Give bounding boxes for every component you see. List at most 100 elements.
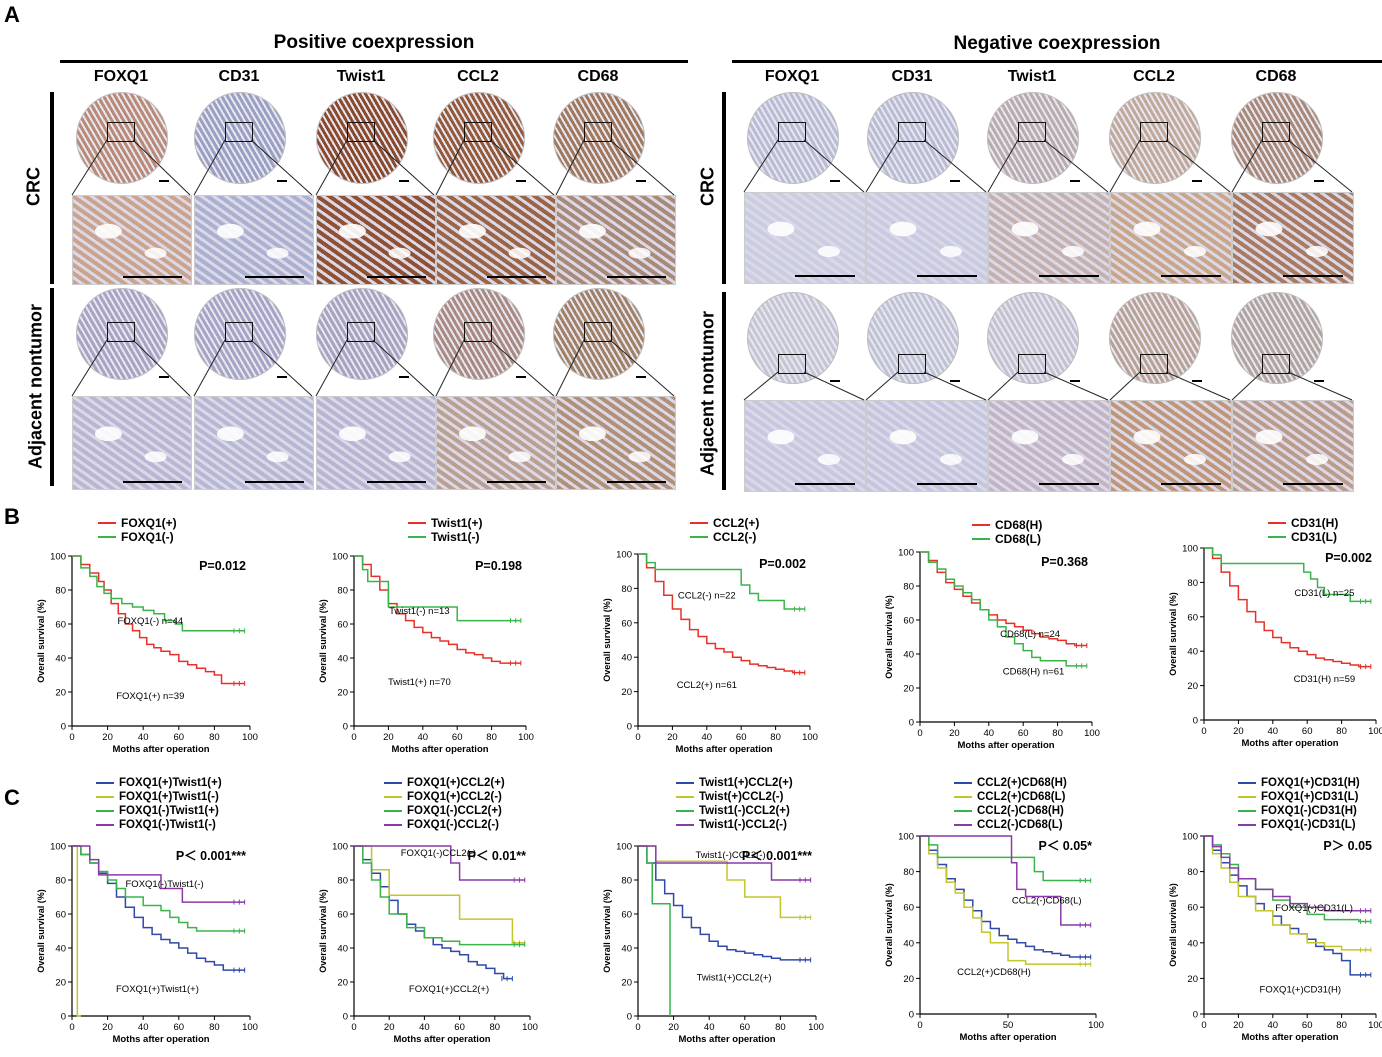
tissue-core-neg-adj-2 <box>987 292 1079 384</box>
zoom-connector-line <box>1287 371 1353 401</box>
legend-swatch <box>1238 810 1256 812</box>
zoom-region-box <box>225 322 253 342</box>
survival-curve-0 <box>72 845 245 971</box>
p-value: P=0.198 <box>475 559 522 573</box>
tissue-closeup-pos-adj-0 <box>72 396 192 490</box>
legend-label: CD68(L) <box>995 532 1042 546</box>
zoom-region-box <box>778 354 806 374</box>
y-tick-label: 20 <box>1187 681 1198 692</box>
row-bar-neg-adj <box>722 292 726 490</box>
km-plot-svg: 0 20 40 60 80 100 0 20 40 60 80 100 Moths after oper… <box>36 552 258 756</box>
zoom-connector-line <box>743 371 779 401</box>
zoom-connector-line <box>1043 139 1109 193</box>
y-axis-label: Overall survival (%) <box>1168 592 1178 676</box>
x-axis-label: Moths after operation <box>678 1034 775 1045</box>
zoom-connector-line <box>193 139 226 196</box>
legend-label: CD68(H) <box>995 518 1043 532</box>
legend-label: FOXQ1(+)CD31(H) <box>1261 777 1360 789</box>
x-axis-label: Moths after operation <box>112 744 209 755</box>
y-tick-label: 60 <box>337 620 348 631</box>
y-tick-label: 100 <box>898 548 914 559</box>
y-tick-label: 80 <box>55 586 66 597</box>
curve-annotation: Twist1(-)CCL2(-) <box>695 850 765 861</box>
scale-bar <box>1039 275 1100 277</box>
y-tick-label: 20 <box>55 688 66 699</box>
x-tick-label: 100 <box>242 732 258 743</box>
legend-entry: CD31(H) <box>1268 516 1338 530</box>
zoom-connector-line <box>372 139 435 196</box>
curve-annotation: FOXQ1(+)CCL2(+) <box>409 984 489 995</box>
x-tick-label: 0 <box>69 1022 74 1033</box>
y-tick-label: 100 <box>1182 544 1198 555</box>
survival-curve-0 <box>354 555 521 664</box>
tissue-core-pos-crc-4 <box>553 92 645 184</box>
legend-swatch <box>1238 796 1256 798</box>
x-tick-label: 60 <box>174 732 185 743</box>
tissue-core-neg-adj-1 <box>867 292 959 384</box>
zoom-connector-line <box>250 139 313 196</box>
km-legend: FOXQ1(+) FOXQ1(-) <box>98 516 177 544</box>
legend-swatch <box>690 536 708 538</box>
y-tick-label: 60 <box>621 618 632 629</box>
y-tick-label: 40 <box>337 654 348 665</box>
p-value: P＜ 0.001*** <box>176 849 246 863</box>
y-axis-label: Overall survival (%) <box>318 599 328 683</box>
zoom-region-box <box>1262 122 1290 142</box>
curve-annotation: FOXQ1(-)CD31(L) <box>1275 903 1353 914</box>
zoom-connector-line <box>435 339 465 397</box>
km-chart-b-5: 0 20 40 60 80 100 0 20 40 60 80 100 Moths after oper… <box>1160 512 1382 761</box>
zoom-region-box <box>464 322 492 342</box>
y-tick-label: 40 <box>621 944 632 955</box>
legend-label: CCL2(+)CD68(H) <box>977 777 1067 789</box>
scale-bar <box>1161 483 1222 485</box>
scale-bar <box>1039 483 1100 485</box>
legend-entry: CCL2(+)CD68(L) <box>954 790 1067 804</box>
scale-bar <box>950 180 960 182</box>
survival-curve-1 <box>1204 835 1371 951</box>
x-tick-label: 0 <box>917 1020 922 1031</box>
legend-swatch <box>96 824 114 826</box>
y-tick-label: 100 <box>50 552 66 563</box>
zoom-connector-line <box>803 139 865 193</box>
x-tick-label: 100 <box>802 732 818 743</box>
y-tick-label: 60 <box>1187 903 1198 914</box>
x-tick-label: 20 <box>384 1022 395 1033</box>
legend-entry: CCL2(-) <box>690 530 759 544</box>
survival-curve-1 <box>72 555 245 632</box>
zoom-connector-line <box>1109 371 1141 401</box>
legend-label: CCL2(-)CD68(H) <box>977 805 1064 817</box>
x-tick-label: 60 <box>174 1022 185 1033</box>
panel-label-b: B <box>4 504 20 529</box>
y-axis-label: Overall survival (%) <box>602 889 612 973</box>
zoom-connector-line <box>435 139 465 196</box>
legend-label: CD31(H) <box>1291 516 1339 530</box>
zoom-connector-line <box>1109 139 1141 193</box>
zoom-region-box <box>347 122 375 142</box>
zoom-region-box <box>898 354 926 374</box>
y-tick-label: 100 <box>332 842 348 853</box>
p-value: P=0.368 <box>1041 555 1088 569</box>
zoom-connector-line <box>987 139 1019 193</box>
tissue-closeup-neg-adj-0 <box>744 400 866 492</box>
y-tick-label: 80 <box>903 867 914 878</box>
scale-bar <box>830 380 840 382</box>
scale-bar <box>1192 380 1202 382</box>
marker-label-neg-foxq1: FOXQ1 <box>764 68 820 85</box>
scale-bar <box>399 180 409 182</box>
panel-label-c: C <box>4 785 20 810</box>
y-tick-label: 100 <box>50 842 66 853</box>
scale-bar <box>366 481 426 483</box>
row-label-neg-adj: Adjacent nontumor <box>697 311 718 476</box>
legend-swatch <box>1268 536 1286 538</box>
zoom-connector-line <box>803 371 865 401</box>
zoom-connector-line <box>923 371 987 401</box>
curve-annotation: Twist1(+)CCL2(+) <box>697 972 772 983</box>
survival-curve-0 <box>920 551 1087 647</box>
curve-annotation: FOXQ1(+)Twist1(+) <box>116 984 199 995</box>
x-tick-label: 80 <box>1052 728 1063 739</box>
km-plot-svg: 0 20 40 60 80 100 0 20 40 60 80 100 Moths after oper… <box>1168 832 1382 1044</box>
legend-entry: FOXQ1(+)CD31(H) <box>1238 776 1360 790</box>
scale-bar <box>122 481 182 483</box>
x-tick-label: 40 <box>984 728 995 739</box>
survival-curve-3 <box>920 835 1091 926</box>
